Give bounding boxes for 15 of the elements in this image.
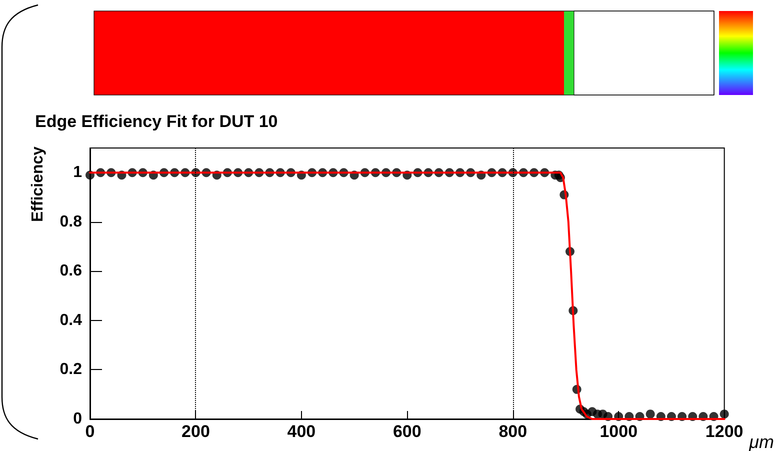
x-tick-label: 200 [182, 422, 210, 441]
y-tick-label: 0.4 [60, 312, 82, 329]
x-tick-label: 600 [392, 422, 422, 441]
x-tick-label: 0 [85, 422, 95, 441]
y-axis-title: Efficiency [30, 146, 46, 222]
x-tick-label: 800 [498, 422, 528, 441]
x-tick-label: 400 [287, 422, 316, 441]
y-tick-label: 0 [73, 410, 82, 428]
x-tick-label: 1000 [600, 422, 638, 441]
y-tick-label: 0.2 [60, 361, 82, 378]
chart-title: Edge Efficiency Fit for DUT 10 [35, 112, 278, 131]
y-tick-label: 0.8 [60, 213, 82, 230]
y-tick-label: 1 [73, 164, 82, 182]
y-tick-label: 0.6 [60, 262, 82, 280]
x-tick-label: 1200 [705, 422, 744, 441]
